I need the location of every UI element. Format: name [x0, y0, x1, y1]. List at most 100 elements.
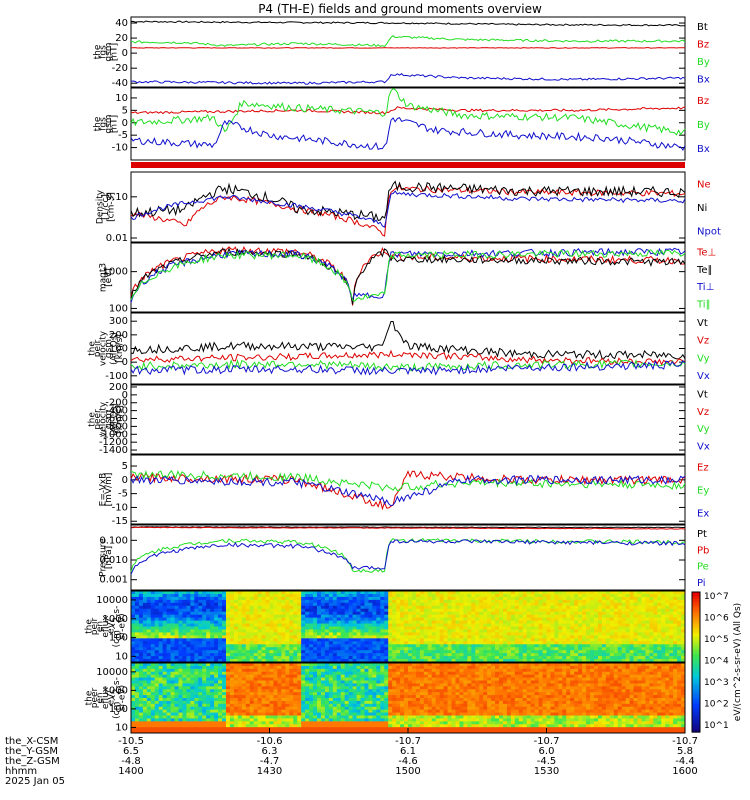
spectrogram-cell [617, 602, 623, 607]
panel-peir_spec [130, 590, 686, 663]
spectrogram-cell [134, 656, 140, 660]
spectrogram-cell [237, 596, 243, 601]
spectrogram-cell [328, 721, 334, 725]
spectrogram-cell [411, 617, 417, 622]
spectrogram-cell [673, 641, 678, 645]
spectrogram-cell [174, 605, 179, 610]
spectrogram-cell [681, 629, 686, 633]
spectrogram-cell [439, 599, 445, 604]
spectrogram-cell [542, 629, 547, 633]
spectrogram-cell [459, 617, 464, 622]
spectrogram-cell [253, 608, 259, 613]
spectrogram-cell [665, 591, 670, 595]
spectrogram-cell [225, 626, 231, 630]
spectrogram-cell [578, 647, 583, 651]
spectrogram-cell [344, 602, 350, 607]
spectrogram-cell [261, 593, 267, 598]
spectrogram-cell [313, 635, 318, 639]
spectrogram-cell [269, 602, 274, 607]
spectrogram-cell [131, 689, 136, 693]
spectrogram-cell [218, 596, 223, 601]
spectrogram-cell [301, 724, 306, 728]
spectrogram-cell [178, 620, 183, 625]
series-line-Te∥ [130, 247, 686, 305]
spectrogram-cell [320, 663, 326, 667]
spectrogram-cell [396, 659, 401, 663]
spectrogram-cell [261, 665, 267, 670]
spectrogram-cell [336, 718, 342, 722]
spectrogram-cell [665, 614, 670, 619]
spectrogram-cell [586, 635, 591, 639]
spectrogram-cell [641, 647, 646, 651]
spectrogram-cell [590, 623, 595, 627]
spectrogram-cell [293, 611, 298, 616]
spectrogram-cell [526, 632, 532, 636]
spectrogram-cell [590, 644, 595, 648]
spectrogram-cell [332, 591, 338, 595]
spectrogram-cell [241, 593, 247, 598]
spectrogram-cell [134, 629, 140, 633]
spectrogram-cell [443, 641, 449, 645]
spectrogram-cell [408, 617, 413, 622]
spectrogram-cell [225, 653, 231, 657]
spectrogram-cell [661, 644, 666, 648]
spectrogram-cell [633, 611, 639, 616]
spectrogram-cell [653, 656, 658, 660]
spectrogram-cell [681, 591, 686, 595]
spectrogram-cell [186, 591, 191, 595]
spectrogram-cell [305, 635, 310, 639]
spectrogram-cell [138, 602, 144, 607]
spectrogram-cell [360, 659, 365, 663]
spectrogram-cell [621, 593, 627, 598]
spectrogram-cell [301, 659, 306, 663]
spectrogram-cell [586, 626, 591, 630]
spectrogram-cell [554, 599, 559, 604]
spectrogram-cell [463, 623, 468, 627]
spectrogram-cell [146, 656, 152, 660]
spectrogram-cell [324, 715, 330, 719]
spectrogram-cell [522, 647, 528, 651]
spectrogram-cell [336, 608, 342, 613]
spectrogram-cell [214, 700, 219, 705]
spectrogram-cell [225, 591, 231, 595]
spectrogram-cell [364, 596, 369, 601]
spectrogram-cell [316, 671, 322, 676]
spectrogram-cell [154, 712, 160, 716]
spectrogram-cell [265, 718, 270, 722]
spectrogram-cell [241, 641, 247, 645]
spectrogram-cell [198, 677, 203, 681]
spectrogram-cell [653, 623, 658, 627]
spectrogram-cell [269, 683, 274, 687]
spectrogram-cell [277, 614, 282, 619]
spectrogram-cell [293, 665, 298, 670]
spectrogram-cell [316, 724, 322, 728]
spectrogram-cell [305, 663, 310, 667]
spectrogram-cell [597, 626, 603, 630]
spectrogram-cell [150, 703, 156, 708]
spectrogram-cell [408, 644, 413, 648]
spectrogram-cell [218, 602, 223, 607]
spectrogram-cell [499, 620, 504, 625]
spectrogram-cell [210, 721, 215, 725]
spectrogram-cell [368, 599, 373, 604]
spectrogram-cell [396, 656, 401, 660]
spectrogram-cell [356, 635, 362, 639]
spectrogram-cell [269, 596, 274, 601]
spectrogram-cell [253, 730, 259, 734]
spectrogram-cell [253, 695, 259, 699]
spectrogram-cell [392, 593, 397, 598]
spectrogram-cell [582, 599, 587, 604]
spectrogram-cell [617, 650, 623, 654]
spectrogram-cell [518, 656, 524, 660]
spectrogram-cell [316, 663, 322, 667]
legend-label: Npot [697, 226, 721, 237]
spectrogram-cell [328, 653, 334, 657]
spectrogram-cell [487, 632, 492, 636]
spectrogram-cell [154, 605, 160, 610]
spectrogram-cell [574, 591, 579, 595]
spectrogram-cell [352, 686, 358, 690]
spectrogram-cell [131, 695, 136, 699]
spectrogram-cell [443, 599, 449, 604]
spectrogram-cell [158, 635, 164, 639]
spectrogram-cell [629, 596, 635, 601]
